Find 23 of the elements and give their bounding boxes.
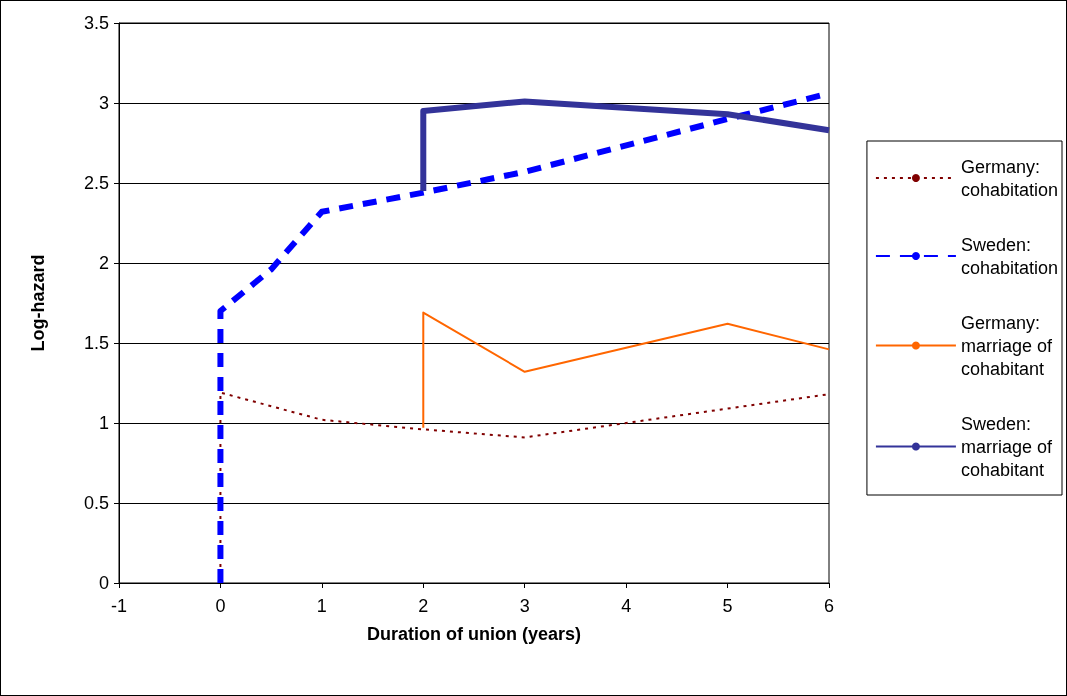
y-tick-label: 2.5 — [83, 173, 109, 193]
x-tick-label: 5 — [722, 596, 733, 616]
y-tick-label: 3 — [98, 93, 109, 113]
legend-label: Germany: cohabitation — [960, 156, 1058, 200]
y-tick-label: 1.5 — [83, 333, 109, 353]
y-tick-label: 0 — [98, 573, 109, 593]
y-tick-label: 2 — [98, 253, 109, 273]
legend-label: Sweden: marriage of cohabitant — [960, 413, 1053, 480]
x-tick-label: -1 — [110, 596, 128, 616]
line-series — [422, 311, 830, 429]
x-tick-label: 3 — [519, 596, 530, 616]
y-tick-label: 1 — [98, 413, 109, 433]
legend-label: Sweden: cohabitation — [960, 234, 1058, 278]
x-tick-label: 4 — [621, 596, 632, 616]
y-tick-label: 3.5 — [83, 13, 109, 33]
y-axis-title: Log-hazard — [28, 254, 48, 352]
y-tick-label: 0.5 — [83, 493, 109, 513]
x-tick-label: 2 — [418, 596, 429, 616]
x-tick-label: 1 — [316, 596, 327, 616]
x-axis-title: Duration of union (years) — [366, 624, 582, 644]
legend-label: Germany: marriage of cohabitant — [960, 312, 1053, 379]
x-tick-label: 6 — [823, 596, 835, 616]
x-tick-label: 0 — [215, 596, 226, 616]
